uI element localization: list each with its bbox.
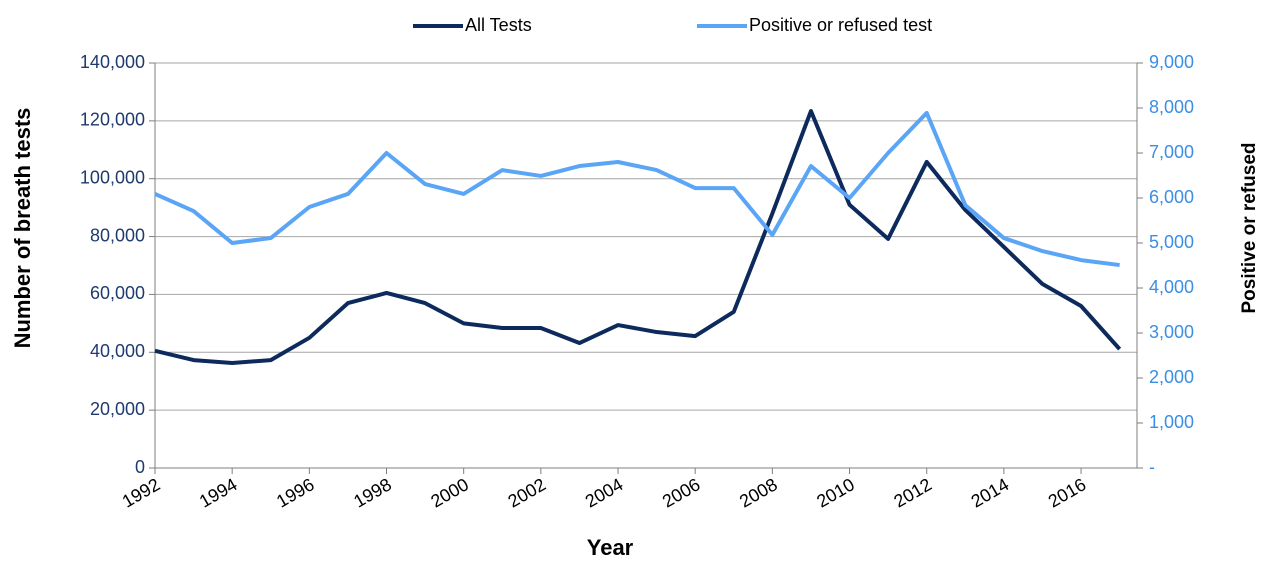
y2-tick-label: 1,000 [1149, 412, 1194, 432]
y-tick-label: 20,000 [90, 399, 145, 419]
y-tick-label: 40,000 [90, 341, 145, 361]
y2-tick-label: 8,000 [1149, 97, 1194, 117]
y2-tick-label: 7,000 [1149, 142, 1194, 162]
x-tick-label: 2006 [659, 474, 704, 511]
legend-label: Positive or refused test [749, 15, 932, 35]
y2-tick-label: 6,000 [1149, 187, 1194, 207]
x-tick-label: 2004 [582, 474, 627, 511]
y-tick-label: 0 [135, 457, 145, 477]
y2-tick-label: 5,000 [1149, 232, 1194, 252]
x-tick-label: 1994 [196, 474, 241, 511]
series-line [154, 110, 1120, 268]
x-tick-label: 1992 [119, 474, 164, 511]
x-tick-label: 1996 [273, 474, 318, 511]
y-tick-label: 100,000 [80, 167, 145, 187]
y2-tick-label: 3,000 [1149, 322, 1194, 342]
legend-label: All Tests [465, 15, 532, 35]
x-tick-label: 2010 [813, 474, 858, 511]
y2-tick-label: 2,000 [1149, 367, 1194, 387]
y2-tick-label: - [1149, 457, 1155, 477]
y-axis-title: Number of breath tests [10, 108, 35, 349]
x-tick-label: 1998 [350, 474, 395, 511]
x-axis-title: Year [587, 535, 634, 560]
y2-tick-label: 9,000 [1149, 52, 1194, 72]
x-tick-label: 2016 [1045, 474, 1090, 511]
y-tick-label: 60,000 [90, 283, 145, 303]
y2-tick-label: 4,000 [1149, 277, 1194, 297]
x-tick-label: 2014 [968, 474, 1013, 511]
y2-axis-title: Positive or refused [1239, 142, 1260, 313]
y-tick-label: 80,000 [90, 225, 145, 245]
x-tick-label: 2008 [736, 474, 781, 511]
x-tick-label: 2002 [505, 474, 550, 511]
x-tick-label: 2000 [427, 474, 472, 511]
y-tick-label: 140,000 [80, 52, 145, 72]
y-tick-label: 120,000 [80, 110, 145, 130]
x-tick-label: 2012 [890, 474, 935, 511]
series-line [154, 109, 1122, 365]
